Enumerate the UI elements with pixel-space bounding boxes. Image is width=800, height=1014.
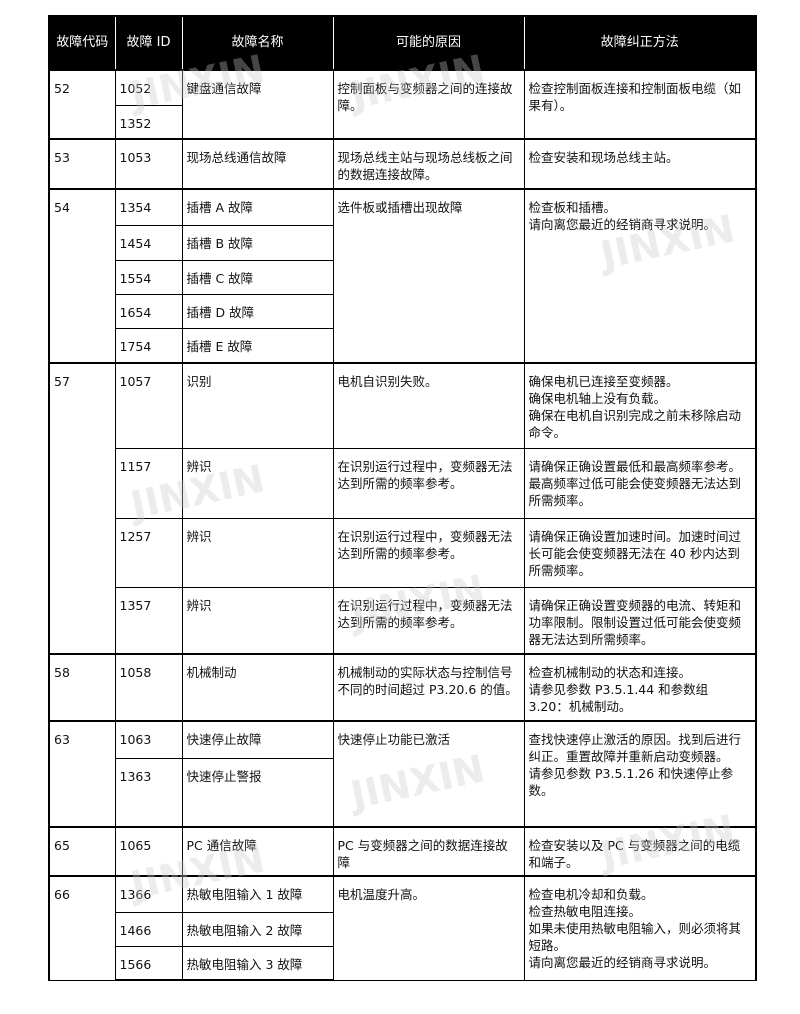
fault-name-cell: PC 通信故障 xyxy=(181,826,334,877)
table-row: 1352 xyxy=(49,104,756,140)
cause-cell: 在识别运行过程中，变频器无法达到所需的频率参考。 xyxy=(332,586,525,655)
fault-code-cell: 54 xyxy=(48,188,116,364)
table-row: 1466 热敏电阻输入 2 故障 xyxy=(49,911,756,947)
table-row: 66 1366 热敏电阻输入 1 故障 电机温度升高。 检查电机冷却和负载。 检查热敏电… xyxy=(48,875,757,981)
cause-cell: 控制面板与变频器之间的连接故障。 xyxy=(332,69,525,140)
fault-name-cell: 辨识 xyxy=(181,447,334,519)
cause-cell: 现场总线主站与现场总线板之间的数据连接故障。 xyxy=(332,138,525,190)
fault-id-cell: 1354 xyxy=(114,188,183,226)
fault-id-cell: 1053 xyxy=(114,138,183,190)
cause-cell: 电机自识别失败。 xyxy=(332,362,525,449)
fault-name-cell: 机械制动 xyxy=(181,653,334,722)
fault-id-cell: 1566 xyxy=(114,945,183,981)
fault-name-cell: 现场总线通信故障 xyxy=(181,138,334,190)
fault-id-cell: 1063 xyxy=(114,720,183,759)
fault-code-table: 故障代码 故障 ID 故障名称 可能的原因 故障纠正方法 52 1052 键盘通信故… xyxy=(48,15,757,981)
fault-id-cell: 1352 xyxy=(114,104,183,140)
fault-id-cell: 1466 xyxy=(114,911,183,947)
table-row: 58 1058 机械制动 机械制动的实际状态与控制信号不同的时间超过 P3.20.6 … xyxy=(48,653,757,722)
fault-name-cell: 辨识 xyxy=(181,517,334,588)
fault-name-cell: 插槽 B 故障 xyxy=(181,224,334,261)
correction-cell: 确保电机已连接至变频器。 确保电机轴上没有负载。 确保在电机自识别完成之前未移除… xyxy=(523,362,757,449)
header-possible-cause: 可能的原因 xyxy=(332,15,525,71)
table-header-row: 故障代码 故障 ID 故障名称 可能的原因 故障纠正方法 xyxy=(48,15,757,71)
cause-cell: 快速停止功能已激活 xyxy=(332,720,525,828)
table-row: 53 1053 现场总线通信故障 现场总线主站与现场总线板之间的数据连接故障。 检查安装… xyxy=(48,138,757,190)
correction-cell: 检查电机冷却和负载。 检查热敏电阻连接。 如果未使用热敏电阻输入，则必须将其短路… xyxy=(523,875,757,981)
fault-id-cell: 1065 xyxy=(114,826,183,877)
correction-cell: 检查机械制动的状态和连接。 请参见参数 P3.5.1.44 和参数组 3.20：… xyxy=(523,653,757,722)
table-row: 1157 辨识 在识别运行过程中，变频器无法达到所需的频率参考。 请确保正确设置最低和… xyxy=(49,447,757,519)
fault-id-cell: 1754 xyxy=(114,327,183,364)
fault-id-cell: 1654 xyxy=(114,293,183,329)
fault-id-cell: 1554 xyxy=(114,259,183,295)
fault-name-cell: 热敏电阻输入 1 故障 xyxy=(181,875,334,913)
correction-cell: 检查板和插槽。 请向离您最近的经销商寻求说明。 xyxy=(523,188,757,364)
cause-cell: PC 与变频器之间的数据连接故障 xyxy=(332,826,525,877)
fault-id-cell: 1052 xyxy=(114,69,183,106)
header-fault-code: 故障代码 xyxy=(48,15,116,71)
fault-id-cell: 1058 xyxy=(114,653,183,722)
cause-cell: 选件板或插槽出现故障 xyxy=(332,188,525,364)
table-row: 1566 热敏电阻输入 3 故障 xyxy=(49,945,756,981)
fault-code-cell: 63 xyxy=(48,720,116,828)
table-row: 1554 插槽 C 故障 xyxy=(49,259,756,295)
fault-id-cell: 1366 xyxy=(114,875,183,913)
fault-code-cell: 57 xyxy=(48,362,116,655)
table-row: 1357 辨识 在识别运行过程中，变频器无法达到所需的频率参考。 请确保正确设置变频器… xyxy=(49,586,757,655)
fault-code-cell: 58 xyxy=(48,653,116,722)
fault-name-cell: 辨识 xyxy=(181,586,334,655)
table-row: 57 1057 识别 电机自识别失败。 确保电机已连接至变频器。 确保电机轴上没有负载。… xyxy=(48,362,757,655)
fault-id-cell: 1257 xyxy=(114,517,183,588)
cause-cell: 在识别运行过程中，变频器无法达到所需的频率参考。 xyxy=(332,517,525,588)
fault-name-cell: 插槽 A 故障 xyxy=(181,188,334,226)
fault-name-cell: 快速停止警报 xyxy=(181,757,334,828)
fault-code-cell: 53 xyxy=(48,138,116,190)
fault-name-cell: 快速停止故障 xyxy=(181,720,334,759)
fault-name-cell: 识别 xyxy=(181,362,334,449)
fault-code-cell: 52 xyxy=(48,69,116,140)
table-row: 63 1063 快速停止故障 快速停止功能已激活 查找快速停止激活的原因。找到后进行纠正… xyxy=(48,720,757,828)
correction-cell: 检查控制面板连接和控制面板电缆（如果有）。 xyxy=(523,69,757,140)
fault-id-cell: 1363 xyxy=(114,757,183,828)
fault-name-cell: 插槽 D 故障 xyxy=(181,293,334,329)
table-row: 1363 快速停止警报 xyxy=(49,757,756,828)
cause-cell: 机械制动的实际状态与控制信号不同的时间超过 P3.20.6 的值。 xyxy=(332,653,525,722)
fault-id-cell: 1454 xyxy=(114,224,183,261)
cause-cell: 电机温度升高。 xyxy=(332,875,525,981)
fault-code-cell: 66 xyxy=(48,875,116,981)
correction-cell: 检查安装以及 PC 与变频器之间的电缆和端子。 xyxy=(523,826,757,877)
fault-id-cell: 1157 xyxy=(114,447,183,519)
correction-cell: 请确保正确设置加速时间。加速时间过长可能会使变频器无法在 40 秒内达到所需频率… xyxy=(523,517,757,588)
header-fault-id: 故障 ID xyxy=(114,15,183,71)
fault-name-cell: 插槽 C 故障 xyxy=(181,259,334,295)
header-correction: 故障纠正方法 xyxy=(523,15,757,71)
fault-code-cell: 65 xyxy=(48,826,116,877)
header-fault-name: 故障名称 xyxy=(181,15,334,71)
correction-cell: 查找快速停止激活的原因。找到后进行纠正。重置故障并重新启动变频器。 请参见参数 … xyxy=(523,720,757,828)
correction-cell: 检查安装和现场总线主站。 xyxy=(523,138,757,190)
table-row: 52 1052 键盘通信故障 控制面板与变频器之间的连接故障。 检查控制面板连接和控制面… xyxy=(48,69,757,140)
fault-name-cell: 热敏电阻输入 2 故障 xyxy=(181,911,334,947)
cause-cell: 在识别运行过程中，变频器无法达到所需的频率参考。 xyxy=(332,447,525,519)
fault-name-cell: 插槽 E 故障 xyxy=(181,327,334,364)
correction-cell: 请确保正确设置变频器的电流、转矩和功率限制。限制设置过低可能会使变频器无法达到所… xyxy=(523,586,757,655)
fault-id-cell: 1057 xyxy=(114,362,183,449)
table-row: 65 1065 PC 通信故障 PC 与变频器之间的数据连接故障 检查安装以及 PC 与… xyxy=(48,826,757,877)
fault-name-cell: 热敏电阻输入 3 故障 xyxy=(181,945,334,981)
fault-name-cell: 键盘通信故障 xyxy=(181,69,334,140)
table-row: 54 1354 插槽 A 故障 选件板或插槽出现故障 检查板和插槽。 请向离您最近的经销… xyxy=(48,188,757,364)
table-row: 1754 插槽 E 故障 xyxy=(49,327,756,364)
correction-cell: 请确保正确设置最低和最高频率参考。最高频率过低可能会使变频器无法达到所需频率。 xyxy=(523,447,757,519)
fault-id-cell: 1357 xyxy=(114,586,183,655)
table-row: 1257 辨识 在识别运行过程中，变频器无法达到所需的频率参考。 请确保正确设置加速时… xyxy=(49,517,757,588)
